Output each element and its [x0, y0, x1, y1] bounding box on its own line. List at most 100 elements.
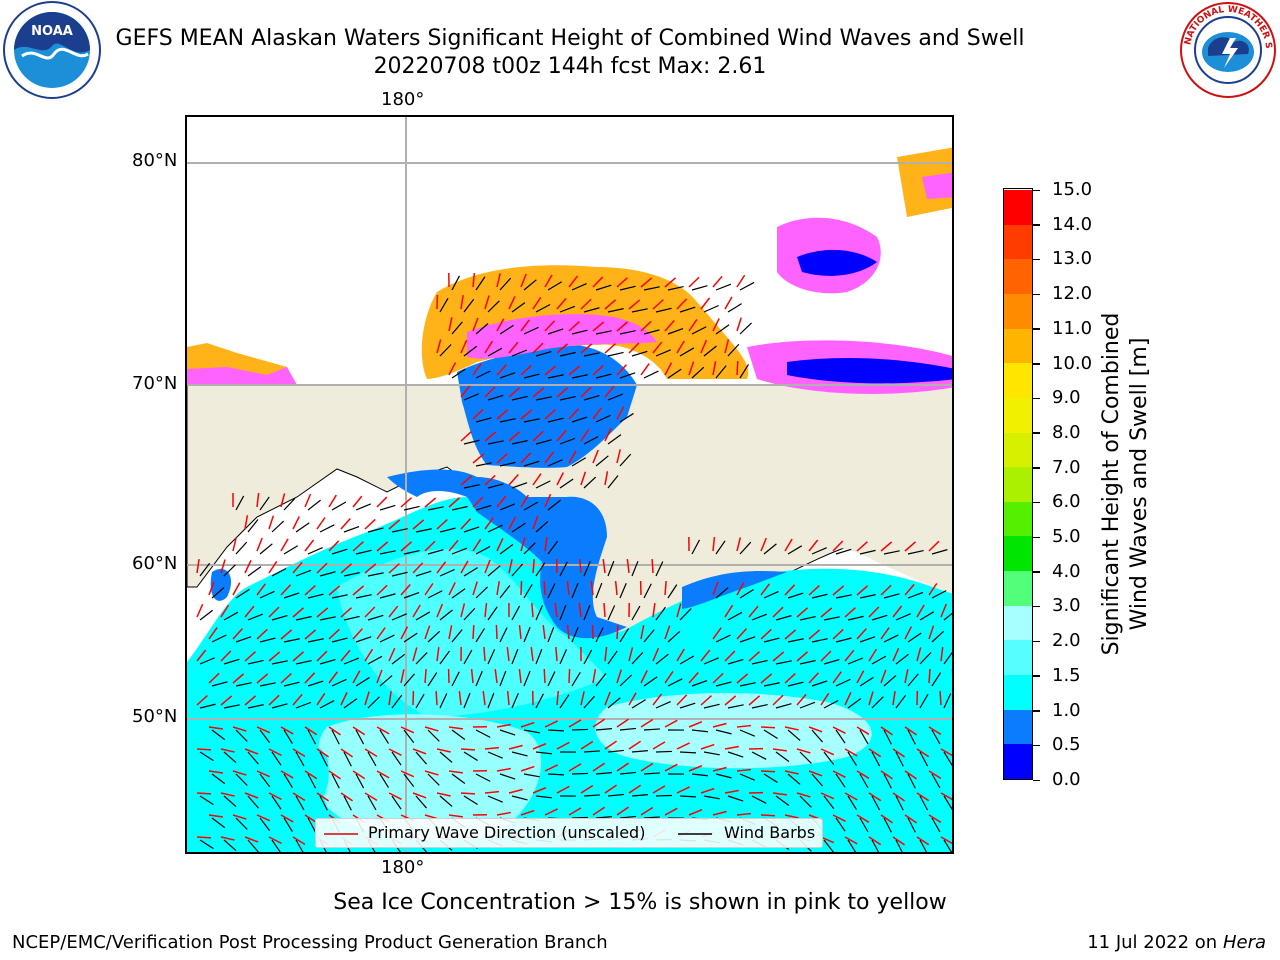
colorbar-tick-label: 1.0 [1052, 699, 1081, 721]
wind-barb [847, 795, 857, 810]
wave-arrow [196, 836, 212, 839]
wind-barb [487, 347, 503, 357]
wave-arrow [531, 602, 534, 618]
wind-barb [475, 671, 483, 687]
wind-barb [619, 771, 636, 775]
wind-barb [223, 564, 236, 577]
wave-arrow [820, 792, 835, 800]
wave-arrow [484, 386, 496, 398]
colorbar-tick-mark [1033, 258, 1040, 261]
wave-arrow [388, 519, 401, 530]
wave-arrow [928, 540, 940, 552]
wind-barb [271, 751, 282, 766]
wave-arrow [820, 607, 833, 618]
wind-barb [727, 658, 744, 665]
wave-arrow [508, 474, 519, 486]
wave-arrow [364, 606, 376, 618]
wind-barb [667, 678, 683, 687]
wind-barb [523, 626, 531, 643]
wave-arrow [232, 770, 247, 776]
wind-barb [883, 550, 900, 555]
wind-barb [595, 673, 607, 687]
wave-arrow [352, 541, 364, 552]
wind-barb [367, 696, 380, 709]
wave-arrow [340, 563, 353, 574]
wind-barb [547, 417, 564, 423]
wave-arrow [844, 691, 852, 706]
colorbar-tick-label: 8.0 [1052, 421, 1081, 443]
wave-arrow [592, 407, 602, 420]
wave-arrow [592, 321, 605, 332]
wind-barb [307, 773, 317, 789]
wave-arrow [304, 493, 312, 508]
colorbar-tick-label: 2.0 [1052, 630, 1081, 652]
colorbar-label-line2: Wind Waves and Swell [m] [1127, 337, 1152, 631]
wind-barb [511, 522, 526, 533]
wave-arrow [568, 321, 580, 332]
wave-arrow [508, 516, 517, 530]
wind-barb [931, 549, 948, 555]
wind-barb [583, 307, 600, 313]
wave-arrow [688, 319, 698, 332]
wave-arrow [568, 365, 581, 376]
wind-barb [871, 795, 881, 811]
wave-arrow [640, 277, 653, 288]
wind-barb [463, 526, 480, 533]
wind-barb [331, 594, 348, 599]
wave-arrow [196, 695, 208, 706]
wind-barb [271, 703, 288, 709]
wave-arrow [328, 540, 340, 552]
wave-arrow [364, 518, 376, 530]
wind-barb [943, 612, 952, 621]
wind-barb [943, 651, 952, 665]
wave-arrow [832, 814, 846, 822]
wind-barb [787, 681, 804, 687]
wave-arrow [244, 748, 259, 755]
wave-arrow [939, 690, 942, 706]
wind-barb [259, 773, 271, 788]
wind-barb [631, 793, 648, 797]
wind-barb [583, 649, 593, 665]
wave-arrow [832, 585, 845, 596]
wind-barb [427, 773, 440, 786]
wave-arrow [436, 339, 442, 354]
wind-barb [199, 609, 214, 621]
wind-barb [607, 308, 624, 313]
wave-arrow [352, 585, 365, 596]
wind-barb [547, 281, 562, 291]
wave-arrow [940, 647, 944, 662]
wind-barb [787, 592, 804, 599]
wave-arrow [676, 648, 685, 662]
wind-barb [511, 751, 528, 757]
wave-arrow [604, 428, 612, 442]
wind-barb [895, 613, 911, 621]
wave-arrow [892, 836, 905, 846]
wind-barb [919, 839, 928, 852]
wave-legend-label: Primary Wave Direction (unscaled) [368, 823, 646, 842]
wave-arrow [808, 585, 820, 596]
wave-arrow [868, 606, 880, 618]
colorbar-tick-label: 1.5 [1052, 664, 1081, 686]
wind-barb [319, 524, 335, 533]
colorbar-tick-label: 14.0 [1052, 213, 1093, 235]
wave-arrow [280, 726, 294, 735]
wind-barb [475, 370, 491, 379]
wave-arrow [604, 740, 617, 750]
wind-barb [235, 588, 250, 599]
wave-arrow [232, 537, 237, 552]
wave-arrow [808, 770, 823, 777]
wave-arrow [772, 748, 787, 752]
wave-arrow [604, 691, 611, 706]
wave-arrow [520, 364, 532, 376]
wind-barbs [199, 275, 952, 852]
wind-barb [595, 455, 609, 467]
wave-arrow [412, 647, 418, 662]
wave-arrow [953, 815, 954, 821]
wind-barb [799, 701, 816, 709]
wave-arrow [736, 673, 749, 684]
wind-barb [451, 275, 460, 291]
colorbar-tick-mark [1033, 640, 1040, 643]
wind-barb [523, 373, 540, 379]
wind-barb [523, 418, 540, 423]
wind-barb [667, 285, 684, 291]
